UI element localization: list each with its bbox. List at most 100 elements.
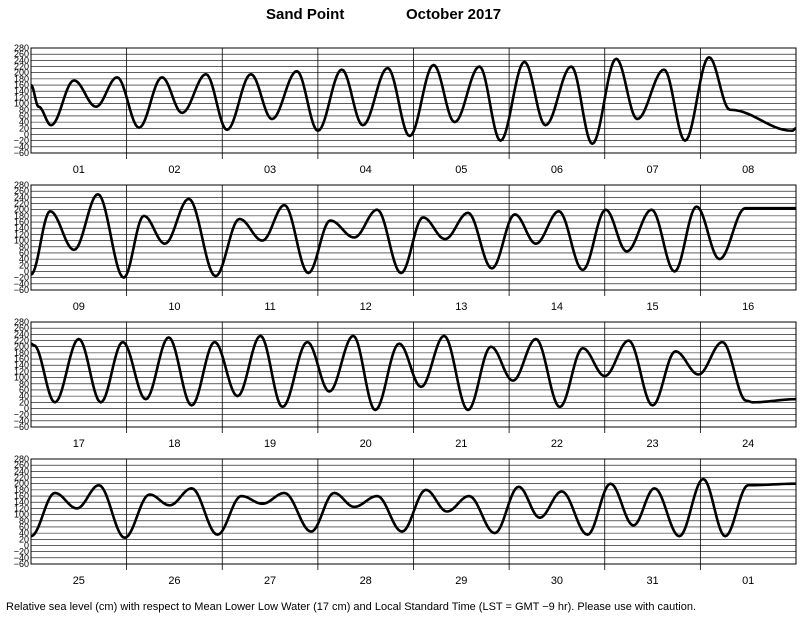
- chart-panel: −60−40−200204060801001201401601802002202…: [14, 43, 798, 176]
- y-tick-label: 60: [19, 385, 29, 395]
- y-tick-label: 40: [19, 391, 29, 401]
- y-tick-label: 160: [14, 80, 29, 90]
- tide-curve: [30, 55, 798, 146]
- y-tick-label: 260: [14, 186, 29, 196]
- day-label: 19: [264, 438, 276, 450]
- y-tick-label: 220: [14, 473, 29, 483]
- y-tick-label: 240: [14, 192, 29, 202]
- day-label: 18: [168, 438, 180, 450]
- day-label: 05: [455, 164, 467, 176]
- y-tick-label: 80: [19, 379, 29, 389]
- day-label: 20: [360, 438, 372, 450]
- y-tick-label: 160: [14, 491, 29, 501]
- y-tick-label: 120: [14, 229, 29, 239]
- y-tick-label: 160: [14, 354, 29, 364]
- y-tick-label: −60: [14, 285, 29, 295]
- y-tick-label: −20: [14, 410, 29, 420]
- y-tick-label: 240: [14, 466, 29, 476]
- y-tick-label: 220: [14, 336, 29, 346]
- y-tick-label: 20: [19, 397, 29, 407]
- y-tick-label: −20: [14, 547, 29, 557]
- y-tick-label: 180: [14, 74, 29, 84]
- y-tick-label: 80: [19, 105, 29, 115]
- y-tick-label: 260: [14, 323, 29, 333]
- y-tick-label: 240: [14, 329, 29, 339]
- chart-panel: −60−40−200204060801001201401601802002202…: [14, 454, 797, 587]
- y-tick-label: 80: [19, 516, 29, 526]
- day-label: 22: [551, 438, 563, 450]
- y-tick-label: −60: [14, 559, 29, 569]
- y-tick-label: −40: [14, 142, 29, 152]
- day-label: 14: [551, 301, 563, 313]
- y-tick-label: 280: [14, 180, 29, 190]
- y-tick-label: 40: [19, 254, 29, 264]
- y-tick-label: 0: [24, 540, 29, 550]
- y-tick-label: 140: [14, 497, 29, 507]
- y-tick-label: 60: [19, 248, 29, 258]
- y-tick-label: 200: [14, 68, 29, 78]
- chart-title-month: October 2017: [406, 6, 502, 23]
- y-tick-label: 100: [14, 236, 29, 246]
- y-tick-label: 20: [19, 260, 29, 270]
- tide-curve: [30, 477, 797, 540]
- y-tick-label: 200: [14, 205, 29, 215]
- day-label: 16: [742, 301, 754, 313]
- panel-frame: [30, 321, 797, 428]
- footer-note: Relative sea level (cm) with respect to …: [6, 601, 697, 613]
- y-tick-label: 100: [14, 373, 29, 383]
- day-label: 28: [360, 575, 372, 587]
- day-label: 30: [551, 575, 563, 587]
- y-tick-label: 60: [19, 111, 29, 121]
- y-tick-label: −60: [14, 148, 29, 158]
- panel-frame: [30, 458, 797, 565]
- y-tick-label: 100: [14, 99, 29, 109]
- day-label: 26: [168, 575, 180, 587]
- day-label: 17: [73, 438, 85, 450]
- y-tick-label: 0: [24, 129, 29, 139]
- day-label: 10: [168, 301, 180, 313]
- day-label: 24: [742, 438, 754, 450]
- y-tick-label: 180: [14, 348, 29, 358]
- y-tick-label: −20: [14, 136, 29, 146]
- y-tick-label: −20: [14, 273, 29, 283]
- day-label: 01: [73, 164, 85, 176]
- tide-curve: [30, 192, 796, 279]
- y-tick-label: 40: [19, 117, 29, 127]
- y-tick-label: 220: [14, 199, 29, 209]
- y-tick-label: 0: [24, 266, 29, 276]
- y-tick-label: 120: [14, 92, 29, 102]
- chart-title-station: Sand Point: [266, 6, 345, 23]
- day-label: 21: [455, 438, 467, 450]
- panel-frame: [30, 184, 797, 291]
- y-tick-label: 140: [14, 360, 29, 370]
- y-tick-label: −40: [14, 279, 29, 289]
- day-label: 11: [264, 301, 275, 313]
- y-tick-label: 220: [14, 62, 29, 72]
- y-tick-label: −40: [14, 416, 29, 426]
- y-tick-label: −60: [14, 422, 29, 432]
- day-label: 02: [168, 164, 180, 176]
- day-label: 23: [646, 438, 658, 450]
- day-label: 15: [646, 301, 658, 313]
- y-tick-label: 20: [19, 534, 29, 544]
- day-label: 06: [551, 164, 563, 176]
- y-tick-label: 140: [14, 223, 29, 233]
- tide-curve: [29, 334, 797, 412]
- day-label: 09: [73, 301, 85, 313]
- day-label: 01: [742, 575, 754, 587]
- y-tick-label: −40: [14, 553, 29, 563]
- y-tick-label: 180: [14, 211, 29, 221]
- y-tick-label: 200: [14, 479, 29, 489]
- y-tick-label: 40: [19, 528, 29, 538]
- day-label: 25: [73, 575, 85, 587]
- day-label: 13: [455, 301, 467, 313]
- y-tick-label: 80: [19, 242, 29, 252]
- y-tick-label: 280: [14, 454, 29, 464]
- y-tick-label: 100: [14, 510, 29, 520]
- y-tick-label: 180: [14, 485, 29, 495]
- day-label: 07: [646, 164, 658, 176]
- y-tick-label: 120: [14, 503, 29, 513]
- y-tick-label: 200: [14, 342, 29, 352]
- chart-panel: −60−40−200204060801001201401601802002202…: [14, 180, 797, 313]
